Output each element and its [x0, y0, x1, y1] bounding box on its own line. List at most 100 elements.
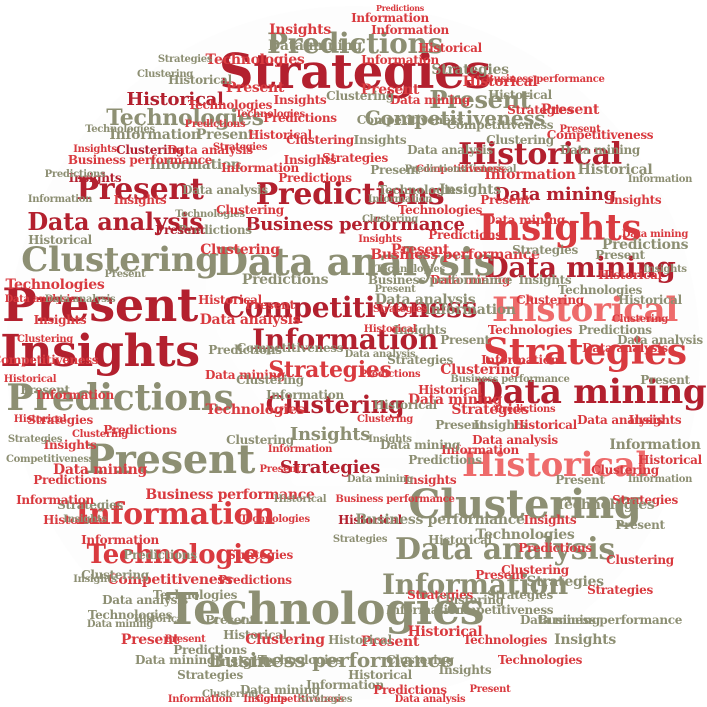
cloud-word: Data analysis: [582, 341, 668, 355]
cloud-word: Information: [75, 497, 275, 532]
cloud-word: Predictions: [255, 177, 445, 212]
cloud-word: Historical: [248, 128, 312, 142]
cloud-word: Technologies: [487, 323, 573, 337]
cloud-word: Technologies: [557, 283, 643, 297]
cloud-word: Strategies: [177, 668, 243, 682]
cloud-word: Business performance: [537, 613, 683, 627]
cloud-word: Historical: [491, 290, 679, 330]
cloud-word: Insights: [68, 171, 122, 185]
cloud-word: Historical: [348, 668, 412, 682]
cloud-word: Strategies: [407, 588, 473, 602]
cloud-word: Information: [81, 533, 159, 547]
cloud-word: Data mining: [429, 273, 511, 287]
cloud-word: Strategies: [372, 304, 428, 315]
cloud-word: Predictions: [6, 377, 234, 419]
cloud-word: Strategies: [387, 353, 453, 367]
cloud-word: Competitiveness: [356, 113, 464, 127]
cloud-word: Historical: [43, 513, 107, 527]
cloud-word: Data mining: [346, 474, 414, 485]
cloud-word: Data analysis: [374, 292, 476, 308]
cloud-word: Clustering: [408, 481, 642, 528]
cloud-word: Clustering: [116, 143, 184, 157]
cloud-word: Present: [104, 269, 146, 280]
cloud-word: Insights: [473, 418, 527, 432]
cloud-word: Clustering: [326, 89, 394, 103]
cloud-word: Predictions: [123, 548, 197, 562]
cloud-word: Clustering: [265, 390, 405, 419]
cloud-word: Technologies: [497, 653, 583, 667]
cloud-word: Predictions: [601, 237, 689, 253]
cloud-word: Clustering: [501, 563, 569, 577]
cloud-word: Strategies: [212, 142, 268, 153]
cloud-word: Data analysis: [577, 413, 663, 427]
cloud-word: Predictions: [404, 164, 466, 175]
cloud-word: Business performance: [450, 374, 570, 385]
cloud-word: Information: [267, 444, 333, 455]
cloud-word: Strategies: [157, 54, 213, 65]
cloud-word: Present: [164, 634, 206, 645]
cloud-word: Business performance: [355, 512, 525, 528]
cloud-word: Historical: [126, 89, 224, 110]
cloud-word: Clustering: [386, 653, 454, 667]
cloud-word: Clustering: [21, 240, 219, 280]
cloud-word: Information: [441, 443, 519, 457]
cloud-word: Business performance: [67, 153, 213, 167]
cloud-word: Insights: [554, 632, 616, 648]
cloud-word: Data mining: [86, 619, 154, 630]
cloud-word: Strategies: [218, 44, 492, 100]
cloud-word: Information: [386, 603, 464, 617]
cloud-word: Data analysis: [199, 312, 301, 328]
cloud-word: Insights: [283, 153, 337, 167]
cloud-word: Information: [484, 167, 576, 183]
cloud-word: Present: [475, 568, 525, 582]
cloud-word: Competitiveness: [446, 603, 554, 617]
cloud-word: Present: [225, 80, 285, 96]
cloud-word: Technologies: [5, 277, 105, 293]
cloud-word: Historical: [168, 73, 232, 87]
cloud-word: Present: [540, 102, 600, 118]
cloud-word: Information: [266, 388, 344, 402]
cloud-word: Predictions: [359, 369, 421, 380]
cloud-word: Data mining: [389, 93, 471, 107]
cloud-word: Insights: [628, 413, 682, 427]
cloud-word: Predictions: [263, 111, 337, 125]
cloud-word: Strategies: [279, 457, 381, 478]
cloud-word: Insights: [33, 313, 87, 327]
cloud-word: Business performance: [485, 74, 605, 85]
cloud-word: Historical: [618, 293, 682, 307]
cloud-word: Technologies: [205, 52, 305, 68]
cloud-word: Information: [27, 194, 93, 205]
cloud-word: Data mining: [519, 613, 601, 627]
cloud-word: Strategies: [7, 434, 63, 445]
cloud-word: Present: [640, 373, 690, 387]
cloud-word: Historical: [363, 324, 417, 335]
cloud-word: Information: [36, 388, 114, 402]
cloud-word: Strategies: [512, 243, 578, 257]
cloud-word: Strategies: [322, 151, 388, 165]
cloud-word: Strategies: [451, 402, 529, 418]
cloud-word: Clustering: [17, 334, 73, 345]
cloud-word: Data mining: [473, 372, 707, 412]
cloud-word: Competitiveness: [364, 106, 546, 130]
cloud-word: Information: [221, 161, 299, 175]
cloud-word: Information: [371, 23, 449, 37]
cloud-word: Strategies: [27, 413, 93, 427]
cloud-word: Historical: [513, 418, 577, 432]
cloud-word: Information: [627, 174, 693, 185]
cloud-word: Present: [429, 85, 531, 114]
cloud-word: Information: [109, 127, 201, 143]
cloud-word: Historical: [338, 513, 402, 527]
cloud-word: Clustering: [72, 429, 128, 440]
cloud-word: Insights: [358, 234, 402, 245]
cloud-word: Historical: [328, 633, 392, 647]
cloud-word: Competitiveness: [236, 341, 344, 355]
cloud-word: Historical: [13, 414, 67, 425]
cloud-word: Present: [195, 127, 255, 143]
cloud-word: Predictions: [408, 453, 482, 467]
cloud-word: Historical: [407, 624, 483, 640]
cloud-word: Insights: [353, 133, 407, 147]
cloud-word: Present: [245, 298, 295, 312]
cloud-word: Predictions: [518, 541, 592, 555]
cloud-word: Historical: [461, 445, 649, 485]
